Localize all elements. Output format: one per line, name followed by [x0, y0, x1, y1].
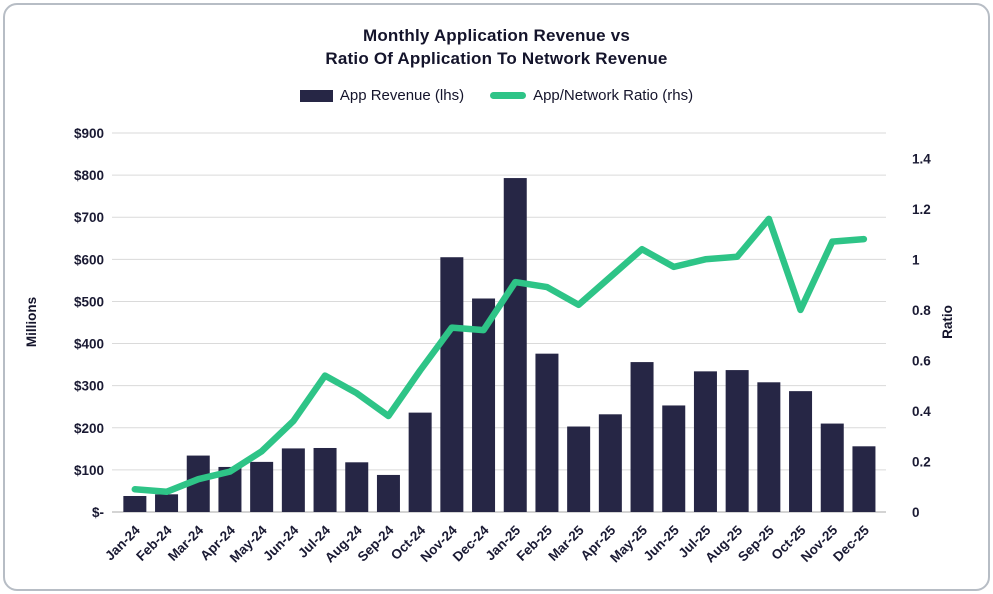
bar-Dec-25 [852, 446, 876, 512]
bar-Mar-24 [186, 455, 210, 512]
x-axis-label: Sep-25 [735, 522, 777, 564]
x-axis-label: Dec-24 [450, 522, 492, 564]
bar-Nov-25 [820, 423, 844, 512]
bar-Sep-24 [376, 474, 400, 512]
bar-Apr-24 [218, 466, 242, 512]
x-axis-label: Jun-24 [260, 522, 302, 564]
right-axis-tick: 0.6 [912, 353, 931, 368]
bar-Aug-25 [725, 370, 749, 512]
chart-legend: App Revenue (lhs) App/Network Ratio (rhs… [0, 87, 993, 104]
chart-title-line-1: Monthly Application Revenue vs [362, 26, 631, 45]
bar-Apr-25 [598, 414, 622, 512]
left-axis-tick: $700 [74, 210, 104, 225]
bar-Jan-25 [503, 178, 527, 512]
left-axis-tick: $600 [74, 252, 104, 267]
left-axis-tick: $400 [74, 337, 104, 352]
left-axis-tick: $100 [74, 463, 104, 478]
bar-Oct-24 [408, 412, 432, 512]
bar-Oct-25 [789, 391, 813, 512]
legend-item-ratio: App/Network Ratio (rhs) [490, 87, 693, 104]
chart-title: Monthly Application Revenue vs Ratio Of … [0, 0, 993, 70]
bar-Jun-24 [281, 448, 305, 512]
bar-Feb-25 [535, 353, 559, 512]
ratio-line [131, 215, 868, 496]
bar-Nov-24 [440, 257, 464, 512]
x-axis-label: Mar-25 [545, 522, 587, 564]
legend-label-ratio: App/Network Ratio (rhs) [533, 87, 694, 104]
right-axis-tick: 1.4 [912, 151, 931, 166]
left-axis-title: Millions [24, 297, 39, 347]
right-axis-tick: 0.2 [912, 454, 931, 469]
bar-Jul-25 [693, 371, 717, 512]
right-axis-tick: 0.8 [912, 303, 931, 318]
left-axis-tick: $500 [74, 294, 104, 309]
left-axis-tick: $900 [74, 126, 104, 141]
ratio-line-swatch-icon [490, 92, 527, 99]
right-axis-tick: 0.4 [912, 404, 931, 419]
bar-Aug-24 [345, 462, 369, 512]
left-axis-tick: $800 [74, 168, 104, 183]
bar-Jun-25 [662, 405, 686, 512]
right-axis-tick: 1 [912, 252, 920, 267]
x-axis-label: Sep-24 [355, 522, 397, 564]
right-axis-title: Ratio [940, 305, 955, 339]
bar-May-25 [630, 362, 654, 512]
bar-Mar-25 [567, 426, 591, 512]
x-axis-label: Jun-25 [640, 522, 682, 564]
bar-Jan-24 [123, 495, 147, 512]
x-axis-label: Dec-25 [830, 522, 872, 564]
left-axis-tick: $300 [74, 379, 104, 394]
right-axis-tick: 1.2 [912, 202, 931, 217]
bar-Feb-24 [155, 494, 179, 512]
legend-item-app-revenue: App Revenue (lhs) [299, 87, 465, 104]
left-axis-tick: $200 [74, 421, 104, 436]
app-revenue-swatch-icon [299, 89, 333, 102]
x-axis-label: Mar-24 [165, 522, 207, 564]
bar-Jul-24 [313, 447, 337, 512]
bar-Dec-24 [472, 298, 496, 512]
left-axis-tick: $- [92, 505, 104, 520]
bar-May-24 [250, 461, 274, 512]
chart-title-line-2: Ratio Of Application To Network Revenue [325, 49, 668, 68]
right-axis-tick: 0 [912, 505, 920, 520]
bar-Sep-25 [757, 382, 781, 512]
legend-label-app-revenue: App Revenue (lhs) [339, 87, 465, 104]
